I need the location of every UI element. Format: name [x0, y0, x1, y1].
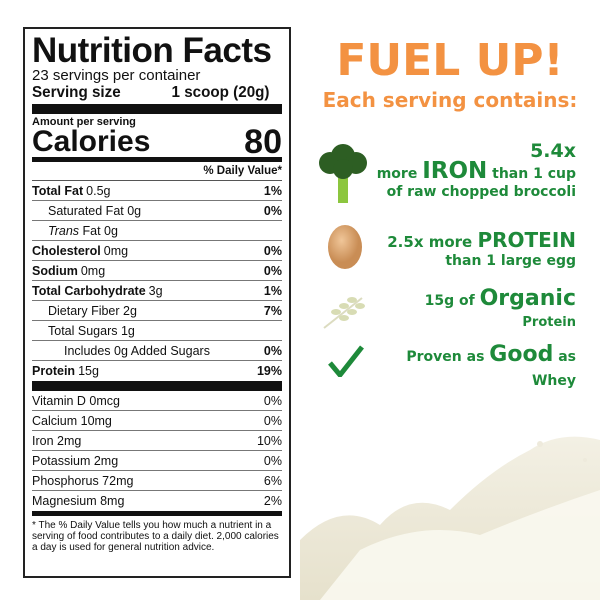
- checkmark-icon: [328, 345, 364, 377]
- nutrient-row: Total Sugars 1g: [32, 321, 282, 341]
- claim-protein: 2.5x more PROTEIN: [387, 228, 576, 252]
- wheat-icon: [323, 297, 365, 329]
- milk-splash-image: [300, 436, 600, 600]
- divider: [32, 511, 282, 516]
- nutrient-row: Protein 15g 19%: [32, 364, 282, 378]
- serving-size: Serving size 1 scoop (20g): [32, 84, 270, 101]
- claim-iron-multiplier: 5.4x: [530, 140, 576, 162]
- label-title: Nutrition Facts: [32, 31, 272, 70]
- claim-iron: more IRON than 1 cup: [376, 158, 576, 184]
- vitamin-row: Magnesium 8mg 2%: [32, 494, 282, 508]
- nutrient-row: Sodium 0mg 0%: [32, 261, 282, 281]
- headline: FUEL UP!: [336, 35, 564, 86]
- claim-whey-detail: Whey: [531, 373, 576, 389]
- nutrient-row: Includes 0g Added Sugars 0%: [32, 341, 282, 361]
- divider: [32, 381, 282, 391]
- servings-per-container: 23 servings per container: [32, 67, 201, 84]
- vitamin-row: Vitamin D 0mcg 0%: [32, 391, 282, 411]
- subhead: Each serving contains:: [322, 88, 578, 112]
- divider: [32, 104, 282, 114]
- claim-whey: Proven as Good as: [406, 342, 576, 367]
- daily-value-header: % Daily Value*: [32, 163, 282, 181]
- claim-organic-detail: Protein: [522, 315, 576, 330]
- nutrient-row: Saturated Fat 0g 0%: [32, 201, 282, 221]
- vitamin-row: Potassium 2mg 0%: [32, 451, 282, 471]
- nutrient-row: Total Carbohydrate 3g 1%: [32, 281, 282, 301]
- egg-icon: [328, 225, 362, 269]
- vitamin-row: Iron 2mg 10%: [32, 431, 282, 451]
- claim-iron-detail: of raw chopped broccoli: [386, 184, 576, 200]
- nutrient-row: Trans Fat 0g: [32, 221, 282, 241]
- calories: Calories 80: [32, 123, 282, 161]
- nutrition-facts-label: Nutrition Facts 23 servings per containe…: [23, 27, 291, 578]
- vitamin-row: Calcium 10mg 0%: [32, 411, 282, 431]
- claim-organic: 15g of Organic: [424, 286, 576, 311]
- nutrient-row: Dietary Fiber 2g 7%: [32, 301, 282, 321]
- broccoli-icon: [319, 144, 367, 203]
- footnote: * The % Daily Value tells you how much a…: [32, 520, 279, 553]
- nutrient-row: Cholesterol 0mg 0%: [32, 241, 282, 261]
- vitamin-row: Phosphorus 72mg 6%: [32, 471, 282, 491]
- nutrient-row: Total Fat 0.5g 1%: [32, 181, 282, 201]
- amount-per-serving: Amount per serving: [32, 116, 136, 128]
- divider: [32, 157, 282, 162]
- claim-protein-detail: than 1 large egg: [445, 253, 576, 269]
